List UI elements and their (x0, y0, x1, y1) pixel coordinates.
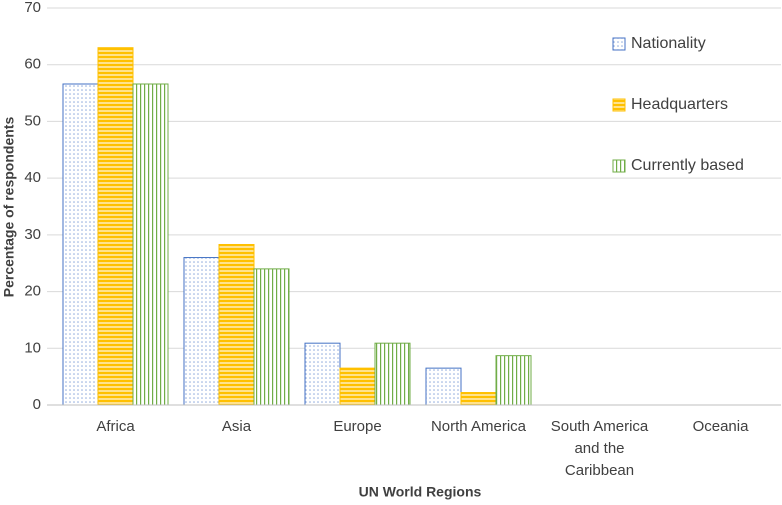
x-tick-label: South America and the Caribbean (550, 418, 649, 479)
bar (132, 83, 169, 406)
legend-swatch (612, 37, 626, 51)
bar (374, 342, 411, 406)
bar (253, 268, 290, 406)
bar (62, 83, 99, 406)
bar (339, 367, 376, 406)
y-tick-label: 10 (24, 339, 41, 356)
x-axis-title: UN World Regions (359, 484, 482, 500)
y-tick-label: 70 (24, 0, 41, 16)
y-tick-label: 50 (24, 112, 41, 129)
legend-label: Currently based (631, 157, 744, 174)
x-tick-label: Asia (221, 418, 252, 435)
bar (183, 257, 220, 406)
legend-swatch (612, 98, 626, 112)
bar (304, 342, 341, 406)
legend-label: Nationality (631, 35, 706, 52)
y-tick-label: 0 (33, 396, 41, 413)
y-axis-title: Percentage of respondents (1, 117, 17, 298)
bar (495, 355, 532, 406)
x-tick-label: North America (430, 418, 527, 435)
legend-swatch (612, 159, 626, 173)
bar (218, 243, 255, 406)
bar (97, 47, 134, 406)
y-tick-label: 60 (24, 56, 41, 73)
legend-label: Headquarters (631, 96, 728, 113)
bar (425, 367, 462, 406)
bar (460, 392, 497, 406)
y-tick-label: 40 (24, 169, 41, 186)
x-tick-label: Africa (96, 418, 135, 435)
x-tick-label: Europe (333, 418, 382, 435)
y-tick-label: 20 (24, 283, 41, 300)
y-tick-label: 30 (24, 226, 41, 243)
x-tick-label: Oceania (692, 418, 749, 435)
